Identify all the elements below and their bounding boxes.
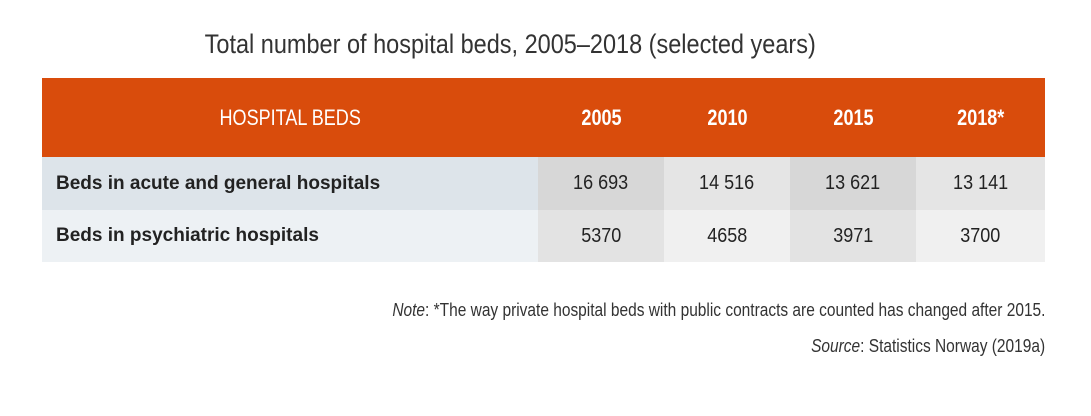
table-cell: 4658 (664, 210, 790, 262)
table-header-row: HOSPITAL BEDS 2005 2010 2015 2018* (42, 78, 1045, 157)
table-cell: 5370 (538, 210, 664, 262)
row-label: Beds in acute and general hospitals (42, 157, 538, 210)
header-year-cell: 2010 (664, 78, 790, 157)
table-row: Beds in acute and general hospitals 16 6… (42, 157, 1045, 210)
table-note: Note: *The way private hospital beds wit… (45, 298, 1045, 322)
table-row: Beds in psychiatric hospitals 5370 4658 … (42, 210, 1045, 262)
header-year: 2015 (832, 104, 874, 130)
table-cell: 3971 (790, 210, 916, 262)
hospital-beds-table: HOSPITAL BEDS 2005 2010 2015 2018* Beds … (42, 78, 1045, 262)
cell-value: 3700 (960, 224, 1001, 247)
table-cell: 14 516 (664, 157, 790, 210)
header-label-cell: HOSPITAL BEDS (42, 78, 538, 157)
cell-value: 14 516 (699, 172, 755, 194)
header-label: HOSPITAL BEDS (219, 104, 361, 130)
source-prefix: Source (810, 336, 861, 356)
table-cell: 16 693 (538, 157, 664, 210)
table-cell: 13 141 (916, 157, 1045, 210)
cell-value: 13 141 (952, 172, 1009, 194)
cell-value: 3971 (832, 224, 874, 247)
cell-value: 4658 (706, 224, 748, 247)
note-text: : *The way private hospital beds with pu… (424, 300, 1046, 320)
row-label: Beds in psychiatric hospitals (42, 210, 538, 262)
cell-value: 13 621 (825, 172, 881, 194)
table-source: Source: Statistics Norway (2019a) (45, 334, 1045, 358)
table-cell: 13 621 (790, 157, 916, 210)
note-prefix: Note (391, 300, 425, 320)
page-title: Total number of hospital beds, 2005–2018… (0, 26, 1020, 62)
header-year-cell: 2015 (790, 78, 916, 157)
header-year: 2010 (706, 104, 748, 130)
cell-value: 16 693 (573, 172, 629, 194)
header-year-cell: 2018* (916, 78, 1045, 157)
source-text: : Statistics Norway (2019a) (860, 336, 1045, 356)
title-text: Total number of hospital beds, 2005–2018… (204, 29, 816, 59)
table-cell: 3700 (916, 210, 1045, 262)
header-year: 2018* (956, 104, 1005, 130)
header-year: 2005 (580, 104, 622, 130)
header-year-cell: 2005 (538, 78, 664, 157)
cell-value: 5370 (580, 224, 622, 247)
